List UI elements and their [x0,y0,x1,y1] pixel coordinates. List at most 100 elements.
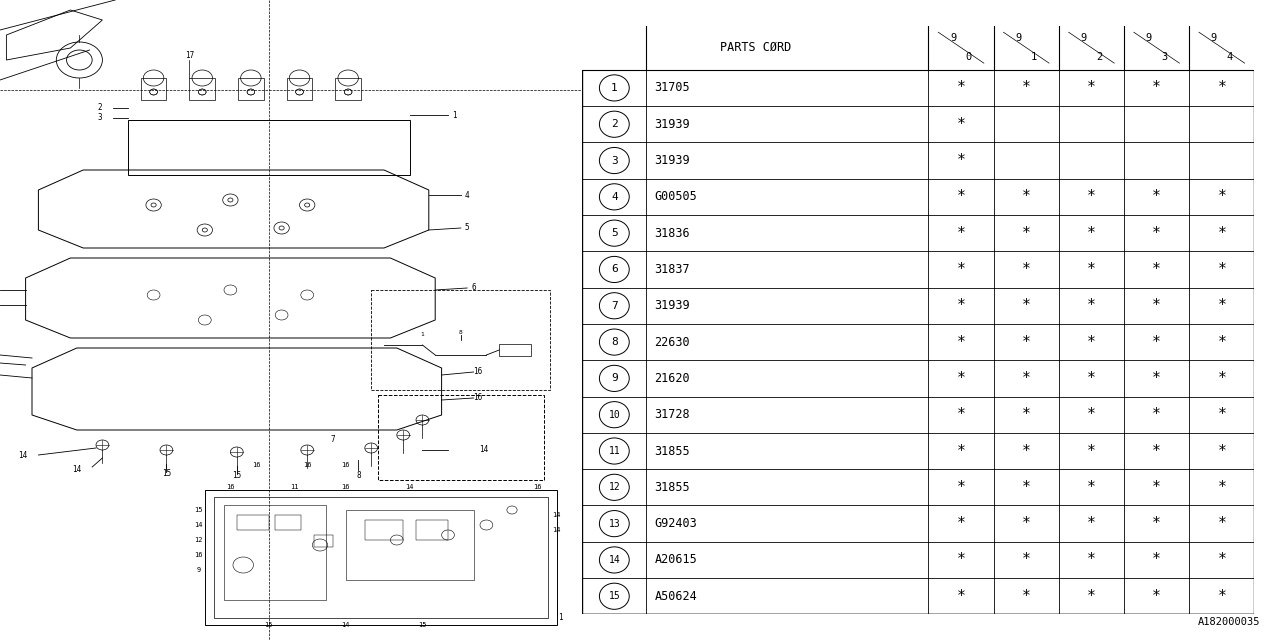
Text: 12: 12 [608,483,621,492]
Text: *: * [1217,407,1226,422]
Text: 14: 14 [553,512,561,518]
Text: *: * [1087,335,1096,349]
Text: G92403: G92403 [654,517,698,530]
Text: 16: 16 [342,462,349,468]
Bar [335,78,361,100]
Bar [314,535,333,547]
Bar [238,78,264,100]
Text: 9: 9 [1015,33,1021,43]
Text: *: * [1087,407,1096,422]
Text: 3: 3 [611,156,618,166]
Text: *: * [1152,298,1161,313]
Text: 14: 14 [342,622,349,628]
Text: 6: 6 [471,284,476,292]
Text: *: * [1087,480,1096,495]
Text: 31728: 31728 [654,408,690,421]
Text: *: * [1021,444,1030,458]
Text: *: * [1217,480,1226,495]
Text: 15: 15 [419,622,426,628]
Text: 15: 15 [265,622,273,628]
Text: 31855: 31855 [654,481,690,494]
Text: 31705: 31705 [654,81,690,95]
Text: A50624: A50624 [654,589,698,603]
Text: *: * [1021,589,1030,604]
Text: 31837: 31837 [654,263,690,276]
Text: *: * [956,226,965,241]
Text: 31836: 31836 [654,227,690,239]
Text: 16: 16 [252,462,260,468]
Text: 15: 15 [608,591,621,601]
Text: 2: 2 [611,119,618,129]
Text: 31939: 31939 [654,118,690,131]
Text: 4: 4 [1226,52,1233,62]
Text: 7: 7 [611,301,618,311]
Text: 21620: 21620 [654,372,690,385]
Text: *: * [1217,589,1226,604]
Text: 13: 13 [608,518,621,529]
Text: 5: 5 [465,223,470,232]
Text: *: * [1217,298,1226,313]
Text: *: * [1152,189,1161,204]
Text: *: * [1087,189,1096,204]
Text: 31855: 31855 [654,445,690,458]
Text: 14: 14 [479,445,489,454]
Text: 31939: 31939 [654,154,690,167]
Text: *: * [1217,226,1226,241]
Text: 3: 3 [97,113,102,122]
Text: 2: 2 [97,104,102,113]
Bar [224,505,326,600]
Text: *: * [1021,407,1030,422]
Text: *: * [956,480,965,495]
Text: 5: 5 [611,228,618,238]
Text: *: * [956,189,965,204]
Bar [346,510,474,580]
Text: 16: 16 [227,484,234,490]
Text: A182000035: A182000035 [1198,617,1261,627]
Text: *: * [956,335,965,349]
Text: *: * [1152,81,1161,95]
Text: *: * [1087,589,1096,604]
Text: *: * [1021,480,1030,495]
Text: 4: 4 [611,192,618,202]
Bar [237,515,269,530]
Text: *: * [1021,552,1030,568]
Text: *: * [956,153,965,168]
Text: *: * [1217,81,1226,95]
Bar [365,520,403,540]
Text: 6: 6 [611,264,618,275]
Text: 8: 8 [356,470,361,479]
Text: *: * [956,589,965,604]
Bar [378,395,544,480]
Text: 1: 1 [452,111,457,120]
Bar [499,344,531,356]
Text: 15: 15 [232,472,242,481]
Text: 11: 11 [291,484,298,490]
Text: 12: 12 [195,537,202,543]
Text: *: * [1217,552,1226,568]
Text: 16: 16 [195,552,202,558]
Text: 14: 14 [72,465,82,474]
Text: 16: 16 [472,367,483,376]
Bar [582,26,1254,70]
Text: 16: 16 [472,394,483,403]
Text: *: * [1021,516,1030,531]
Text: *: * [1217,444,1226,458]
Text: *: * [1152,335,1161,349]
Text: *: * [1021,226,1030,241]
Text: 8: 8 [460,330,462,335]
Text: 1: 1 [558,614,563,623]
Text: 15: 15 [161,470,172,479]
Bar [205,490,557,625]
Text: 7: 7 [330,435,335,445]
Text: 14: 14 [608,555,621,565]
Text: 16: 16 [342,484,349,490]
Text: *: * [1152,589,1161,604]
Text: *: * [1021,298,1030,313]
Text: 9: 9 [950,33,956,43]
Bar [275,515,301,530]
Text: *: * [1152,226,1161,241]
Text: 4: 4 [465,191,470,200]
Text: *: * [1087,226,1096,241]
Text: 1: 1 [611,83,618,93]
Text: 15: 15 [195,507,202,513]
